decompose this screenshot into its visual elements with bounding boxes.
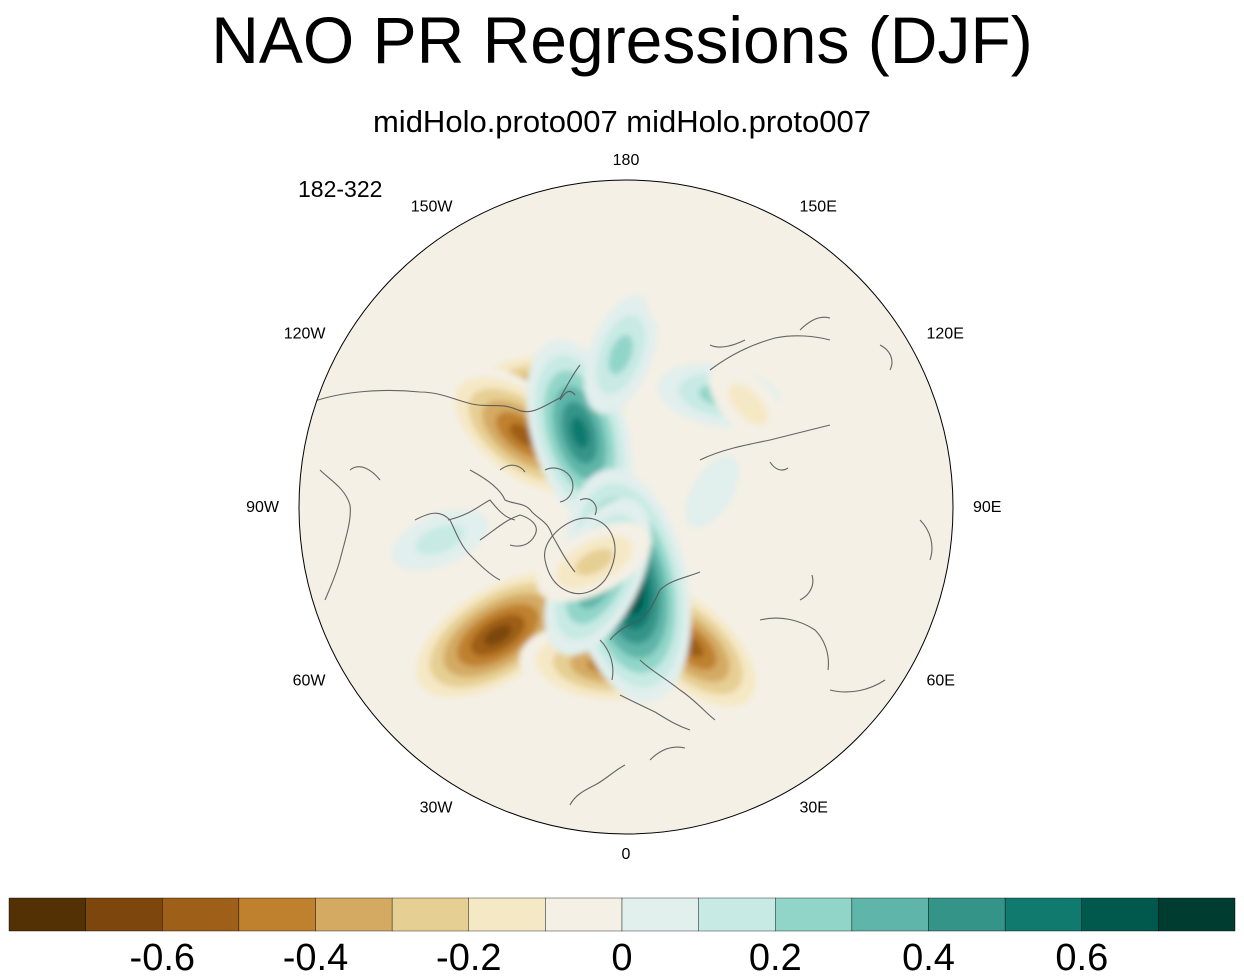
colorbar-box-14 xyxy=(1081,897,1159,932)
coastline-north-america xyxy=(311,364,581,601)
field-west-coast-na-negative-level-6 xyxy=(509,423,537,447)
colorbar-box-5 xyxy=(391,897,469,932)
coastline-eurasia xyxy=(569,335,886,806)
field-eastern-us-positive-level-2 xyxy=(415,524,465,556)
colorbar-box-1 xyxy=(85,897,163,932)
colorbar-tick-label: -0.2 xyxy=(436,937,501,978)
lon-label-30e: 30E xyxy=(800,800,828,817)
coastline-greenland xyxy=(544,517,616,595)
lon-label-60e: 60E xyxy=(927,673,955,690)
field-alaska-positive-level-6 xyxy=(570,417,589,449)
lon-label-180: 180 xyxy=(613,152,640,169)
field-denmark-strait-negative-level-3 xyxy=(575,548,614,576)
field-bering-positive-level-3 xyxy=(608,334,633,375)
map-border xyxy=(298,179,954,835)
colorbar-tick-label: 0.2 xyxy=(749,937,802,978)
lon-label-30w: 30W xyxy=(420,800,454,817)
colorbar-box-13 xyxy=(1004,897,1082,932)
colorbar-tick-label: -0.6 xyxy=(130,937,195,978)
coastline-arctic-islands xyxy=(479,464,597,547)
colorbar-box-12 xyxy=(928,897,1006,932)
colorbar-tick-label: 0 xyxy=(611,937,632,978)
field-siberia-positive-level-1 xyxy=(685,455,740,528)
colorbar-box-2 xyxy=(162,897,240,932)
colorbar-box-10 xyxy=(775,897,853,932)
colorbar-box-6 xyxy=(468,897,546,932)
coastlines xyxy=(311,316,933,806)
lon-label-150w: 150W xyxy=(411,199,454,216)
lon-label-60w: 60W xyxy=(293,673,327,690)
period-label: 182-322 xyxy=(298,176,383,202)
field-north-atlantic-negative-level-7 xyxy=(484,624,512,646)
colorbar-box-4 xyxy=(315,897,393,932)
lon-label-90e: 90E xyxy=(973,499,1001,516)
coastline-east-asia xyxy=(709,316,933,601)
lon-label-90w: 90W xyxy=(246,499,280,516)
field-japan-negative-level-2 xyxy=(728,383,768,426)
colorbar-box-7 xyxy=(545,897,623,932)
chart-title: NAO PR Regressions (DJF) xyxy=(211,3,1033,77)
chart-subtitle: midHolo.proto007 midHolo.proto007 xyxy=(372,104,871,139)
colorbar-box-8 xyxy=(621,897,699,932)
colorbar: -0.6 -0.4 -0.2 0 0.2 0.4 0.6 xyxy=(8,897,1236,978)
lon-label-120e: 120E xyxy=(927,326,964,343)
lon-label-120w: 120W xyxy=(284,326,327,343)
field-central-pacific-negative-level-1 xyxy=(643,249,685,330)
colorbar-box-0 xyxy=(8,897,86,932)
colorbar-tick-label: 0.4 xyxy=(902,937,955,978)
colorbar-box-3 xyxy=(238,897,316,932)
colorbar-box-15 xyxy=(1158,897,1236,932)
lon-label-0: 0 xyxy=(622,846,631,863)
colorbar-box-11 xyxy=(851,897,929,932)
colorbar-tick-label: -0.4 xyxy=(283,937,348,978)
regression-field xyxy=(311,249,933,806)
colorbar-box-9 xyxy=(698,897,776,932)
longitude-labels: 180 150E 120E 90E 60E 30E 0 30W 60W 90W 120W 150W xyxy=(246,152,1001,863)
lon-label-150e: 150E xyxy=(800,199,837,216)
colorbar-tick-label: 0.6 xyxy=(1055,937,1108,978)
